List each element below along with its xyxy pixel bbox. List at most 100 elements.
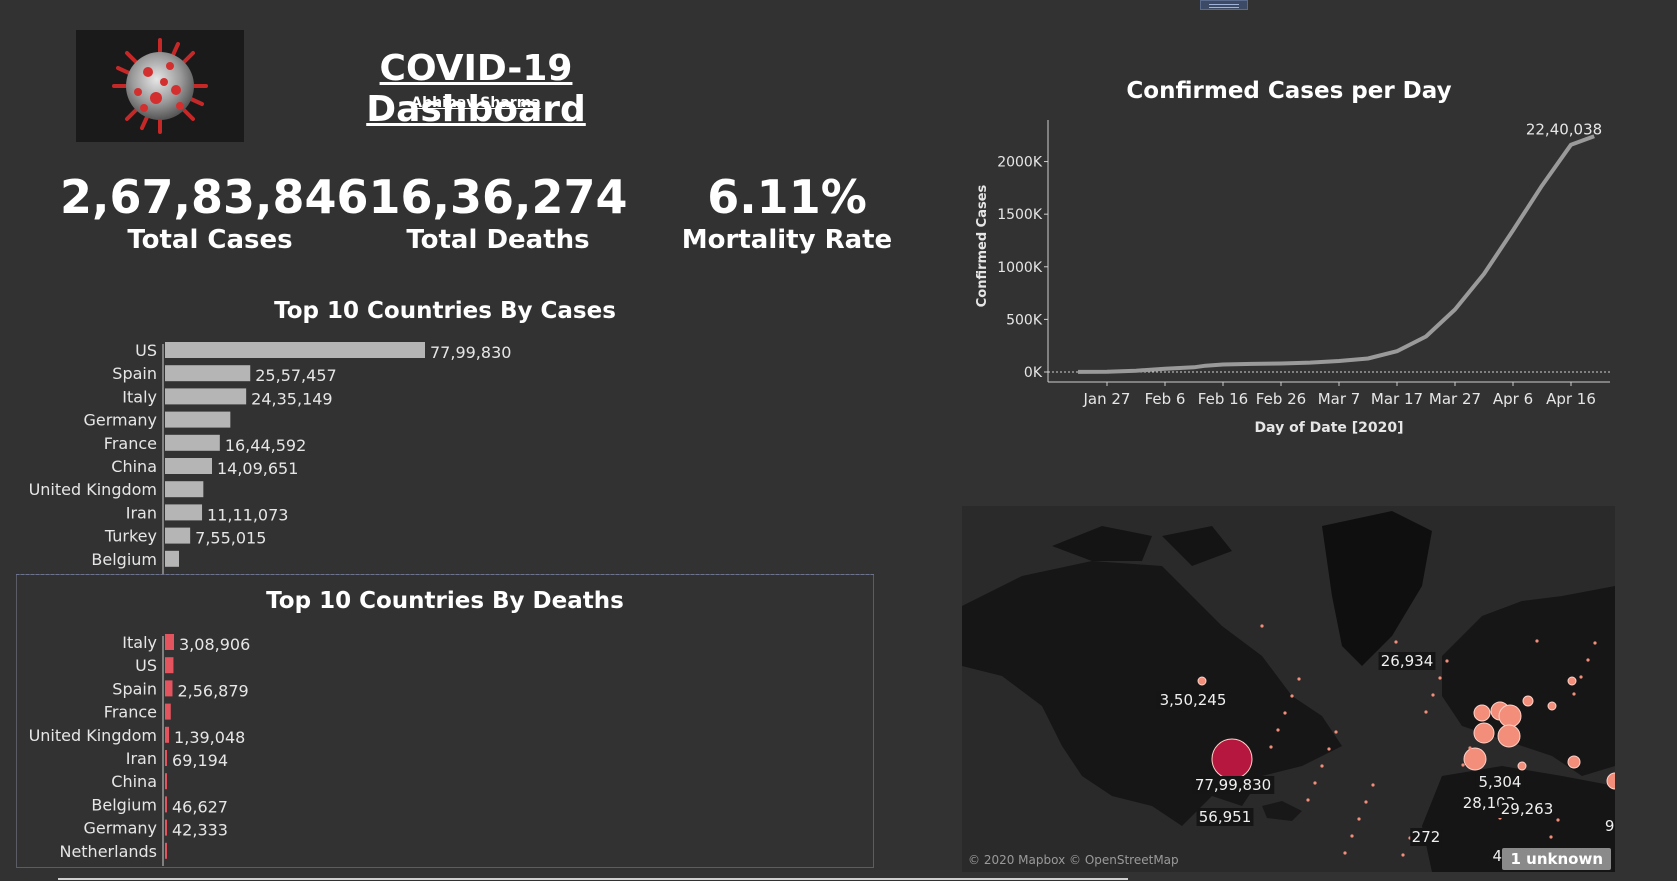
map-bubble	[1473, 704, 1491, 722]
map-bubble	[1522, 695, 1534, 707]
category-label: Italy	[122, 633, 157, 652]
bottom-scroll-line	[58, 878, 1128, 880]
map-dot	[1424, 710, 1428, 714]
author-link[interactable]: Abhinav Sharma	[411, 95, 541, 111]
map-label-bg	[1410, 828, 1442, 846]
x-tick-label: Apr 6	[1493, 390, 1533, 408]
cases-line	[1077, 134, 1595, 374]
bar	[165, 434, 220, 451]
kpi-total-cases: 2,67,83,846 Total Cases	[60, 170, 369, 256]
map-label: 9,	[1605, 817, 1615, 835]
bar	[165, 550, 180, 567]
map-label: 3,50,245	[1160, 691, 1227, 709]
drag-handle[interactable]	[1200, 0, 1248, 10]
bar	[165, 365, 251, 382]
map-label-bg	[1378, 652, 1436, 670]
data-label: 69,194	[172, 751, 228, 770]
x-axis-label: Day of Date [2020]	[1254, 420, 1403, 436]
category-label: US	[135, 341, 157, 360]
map-bubble	[1567, 755, 1581, 769]
data-label: 24,35,149	[251, 389, 332, 408]
category-label: Iran	[126, 503, 157, 522]
kpi-mortality-label: Mortality Rate	[681, 225, 893, 255]
panel-divider	[16, 574, 874, 575]
map-dot	[1343, 851, 1347, 855]
map-dot	[1401, 853, 1405, 857]
category-label: United Kingdom	[29, 726, 157, 745]
bar	[165, 796, 167, 813]
category-label: Germany	[83, 411, 157, 430]
category-label: Netherlands	[59, 842, 157, 861]
category-label: Iran	[126, 749, 157, 768]
bar	[165, 388, 247, 405]
map-dot	[1306, 798, 1310, 802]
map-label-bg	[1475, 773, 1525, 791]
deaths-chart-title: Top 10 Countries By Deaths	[266, 588, 624, 614]
data-label: 25,57,457	[255, 366, 336, 385]
map-label: 77,99,830	[1195, 776, 1271, 794]
deaths-bar-chart[interactable]: Italy 3,08,906 US Spain 2,56,879 France United…	[0, 622, 700, 866]
bar	[165, 819, 167, 836]
map-label-bg	[1156, 691, 1230, 709]
unknown-locations-badge[interactable]: 1 unknown	[1502, 848, 1611, 870]
bar	[165, 726, 170, 743]
x-tick-label: Feb 16	[1198, 390, 1248, 408]
kpi-total-cases-label: Total Cases	[127, 225, 293, 255]
kpi-total-cases-value: 2,67,83,846	[60, 170, 369, 224]
map-bubble	[1497, 724, 1521, 748]
x-tick-label: Mar 17	[1371, 390, 1423, 408]
map-dot	[1313, 781, 1317, 785]
y-tick-label: 1500K	[997, 207, 1043, 223]
world-map[interactable]: 3,50,245 26,934 77,99,830 56,951 5,304 28,103…	[962, 506, 1615, 872]
map-dot	[1290, 694, 1294, 698]
map-label: 56,951	[1199, 808, 1252, 826]
kpi-mortality-rate: 6.11% Mortality Rate	[637, 170, 937, 256]
map-dot	[1320, 764, 1324, 768]
map-dot	[1269, 745, 1273, 749]
kpi-total-deaths-value: 16,36,274	[368, 170, 628, 224]
data-label: 16,44,592	[225, 436, 306, 455]
category-label: China	[111, 457, 157, 476]
category-label: United Kingdom	[29, 480, 157, 499]
bar	[165, 342, 425, 358]
line-end-label: 22,40,038	[1526, 120, 1602, 138]
data-label: 46,627	[172, 797, 228, 816]
category-label: Spain	[112, 679, 157, 698]
data-label: 7,55,015	[195, 529, 266, 548]
map-bubble	[1606, 772, 1615, 790]
land-africa	[1422, 766, 1615, 872]
x-tick-label: Mar 27	[1429, 390, 1481, 408]
map-dot	[1438, 676, 1442, 680]
cases-line-chart[interactable]: 0K 500K 1000K 1500K 2000K Jan 27 Feb 6 Feb 16 Fe…	[960, 110, 1640, 450]
map-label: 272	[1412, 828, 1441, 846]
bar	[165, 504, 203, 521]
map-bubble	[1197, 676, 1207, 686]
data-label: 3,08,906	[179, 635, 250, 654]
map-dot	[1519, 765, 1523, 769]
x-tick-label: Apr 16	[1546, 390, 1596, 408]
map-dot	[1535, 639, 1539, 643]
map-dot	[1276, 728, 1280, 732]
dashboard-title: COVID-19 Dashboard	[366, 48, 586, 130]
x-tick-label: Jan 27	[1083, 390, 1131, 408]
bar	[165, 527, 191, 544]
data-label: 77,99,830	[430, 343, 511, 362]
bar	[165, 481, 204, 498]
map-dot	[1586, 658, 1590, 662]
kpi-total-deaths: 16,36,274 Total Deaths	[348, 170, 648, 256]
map-dot	[1482, 712, 1486, 716]
map-dot	[1445, 659, 1449, 663]
map-dot	[1364, 800, 1368, 804]
category-label: China	[111, 772, 157, 791]
map-label-bg	[1498, 800, 1556, 818]
bar	[165, 773, 167, 790]
map-label: 29,263	[1501, 800, 1554, 818]
map-dot	[1572, 692, 1576, 696]
category-label: US	[135, 656, 157, 675]
cases-chart-title: Top 10 Countries By Cases	[274, 298, 616, 324]
cases-bar-chart[interactable]: US 77,99,830 Spain 25,57,457 Italy 24,35,149 G…	[0, 330, 700, 574]
map-attribution: © 2020 Mapbox © OpenStreetMap	[968, 853, 1179, 867]
map-label-bg	[1600, 817, 1615, 835]
data-label: 42,333	[172, 821, 228, 840]
y-tick-label: 0K	[1024, 365, 1043, 381]
